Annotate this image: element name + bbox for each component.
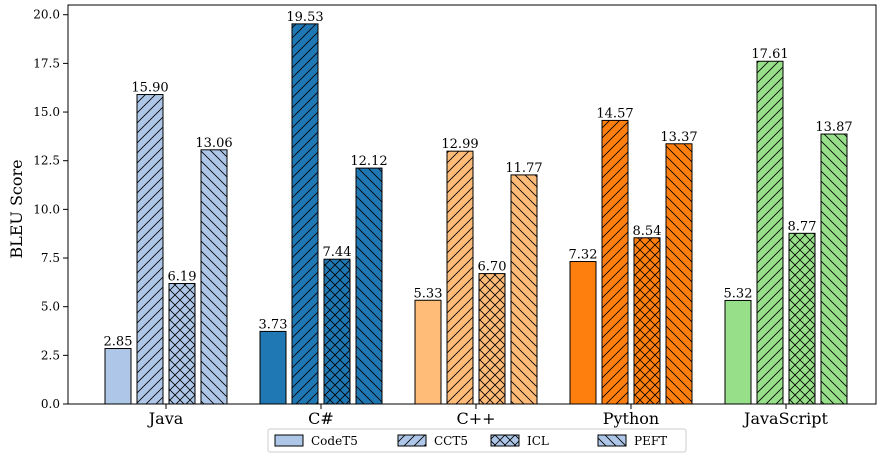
bar-value-label: 19.53 xyxy=(286,10,323,25)
legend-swatch-hatch xyxy=(598,435,626,446)
bar-value-label: 13.37 xyxy=(660,130,697,145)
bar-hatch xyxy=(789,233,815,404)
y-tick-label: 7.5 xyxy=(41,251,60,265)
y-tick-label: 15.0 xyxy=(33,105,60,119)
bar-codet5 xyxy=(105,348,131,404)
bar-value-label: 8.77 xyxy=(788,219,817,234)
x-tick-label: Java xyxy=(147,409,184,428)
bar-value-label: 5.33 xyxy=(414,286,443,301)
bar-hatch xyxy=(602,120,628,405)
bar-hatch xyxy=(356,168,382,404)
legend-swatch-outline xyxy=(397,434,427,447)
bar-value-label: 15.90 xyxy=(131,81,168,96)
bar-value-label: 6.70 xyxy=(478,260,507,275)
legend-swatch-codet5 xyxy=(275,435,303,446)
y-tick-label: 20.0 xyxy=(33,8,60,22)
bar-codet5 xyxy=(570,261,596,404)
bar-value-label: 5.32 xyxy=(724,286,753,301)
y-tick-label: 17.5 xyxy=(33,56,60,70)
bar-hatch xyxy=(137,94,163,404)
x-tick-label: JavaScript xyxy=(742,409,828,428)
bar-value-label: 17.61 xyxy=(751,47,788,62)
bar-value-label: 12.12 xyxy=(350,154,387,169)
plot-area: 0.0 2.5 5.0 7.5 10.0 12.5 15.0 17.5 20.0 2.85 15.9… xyxy=(33,4,877,428)
legend-swatch-outline xyxy=(597,434,627,447)
bar-hatch xyxy=(292,23,318,404)
legend-swatch-outline xyxy=(274,434,304,447)
bar-codet5 xyxy=(415,300,441,404)
bar-value-label: 13.06 xyxy=(195,136,232,151)
y-axis-label: BLEU Score xyxy=(7,159,26,258)
bar-hatch xyxy=(201,149,227,404)
bar-hatch xyxy=(634,237,660,404)
bar-hatch xyxy=(447,151,473,404)
y-tick-label: 2.5 xyxy=(41,348,60,362)
y-tick-label: 0.0 xyxy=(41,397,60,411)
bar-hatch xyxy=(511,174,537,404)
bar-value-label: 8.54 xyxy=(633,224,662,239)
legend-label: ICL xyxy=(527,434,549,448)
x-tick-label: C# xyxy=(308,409,334,428)
x-tick-label: Python xyxy=(603,409,659,428)
bar-value-label: 13.87 xyxy=(815,120,852,135)
bar-hatch xyxy=(666,143,692,404)
legend-label: CCT5 xyxy=(434,434,468,448)
y-tick-label: 5.0 xyxy=(41,300,60,314)
bar-hatch xyxy=(324,259,350,404)
bar-value-label: 7.32 xyxy=(569,248,598,263)
axes-frame xyxy=(67,4,877,405)
bar-hatch xyxy=(821,134,847,405)
bar-value-label: 2.85 xyxy=(104,335,133,350)
bar-value-label: 11.77 xyxy=(505,161,542,176)
y-tick-label: 12.5 xyxy=(33,154,60,168)
bar-codet5 xyxy=(725,300,751,404)
legend-label: PEFT xyxy=(634,434,667,448)
legend-label: CodeT5 xyxy=(311,434,358,448)
x-tick-label: C++ xyxy=(456,409,495,428)
bar-hatch xyxy=(757,61,783,404)
legend-swatch-hatch xyxy=(491,435,519,446)
legend: CodeT5 CCT5 ICL PEFT xyxy=(267,428,687,453)
bar-hatch xyxy=(479,273,505,404)
bar-value-label: 14.57 xyxy=(596,106,633,121)
bar-codet5 xyxy=(260,331,286,404)
legend-frame xyxy=(267,428,687,453)
bar-value-label: 6.19 xyxy=(168,270,197,285)
bar-hatch xyxy=(169,283,195,404)
legend-swatch-hatch xyxy=(398,435,426,446)
bar-value-label: 7.44 xyxy=(323,245,352,260)
bar-value-label: 12.99 xyxy=(441,137,478,152)
bar-value-label: 3.73 xyxy=(259,317,288,332)
y-tick-label: 10.0 xyxy=(33,202,60,216)
legend-swatch-outline xyxy=(490,434,520,447)
